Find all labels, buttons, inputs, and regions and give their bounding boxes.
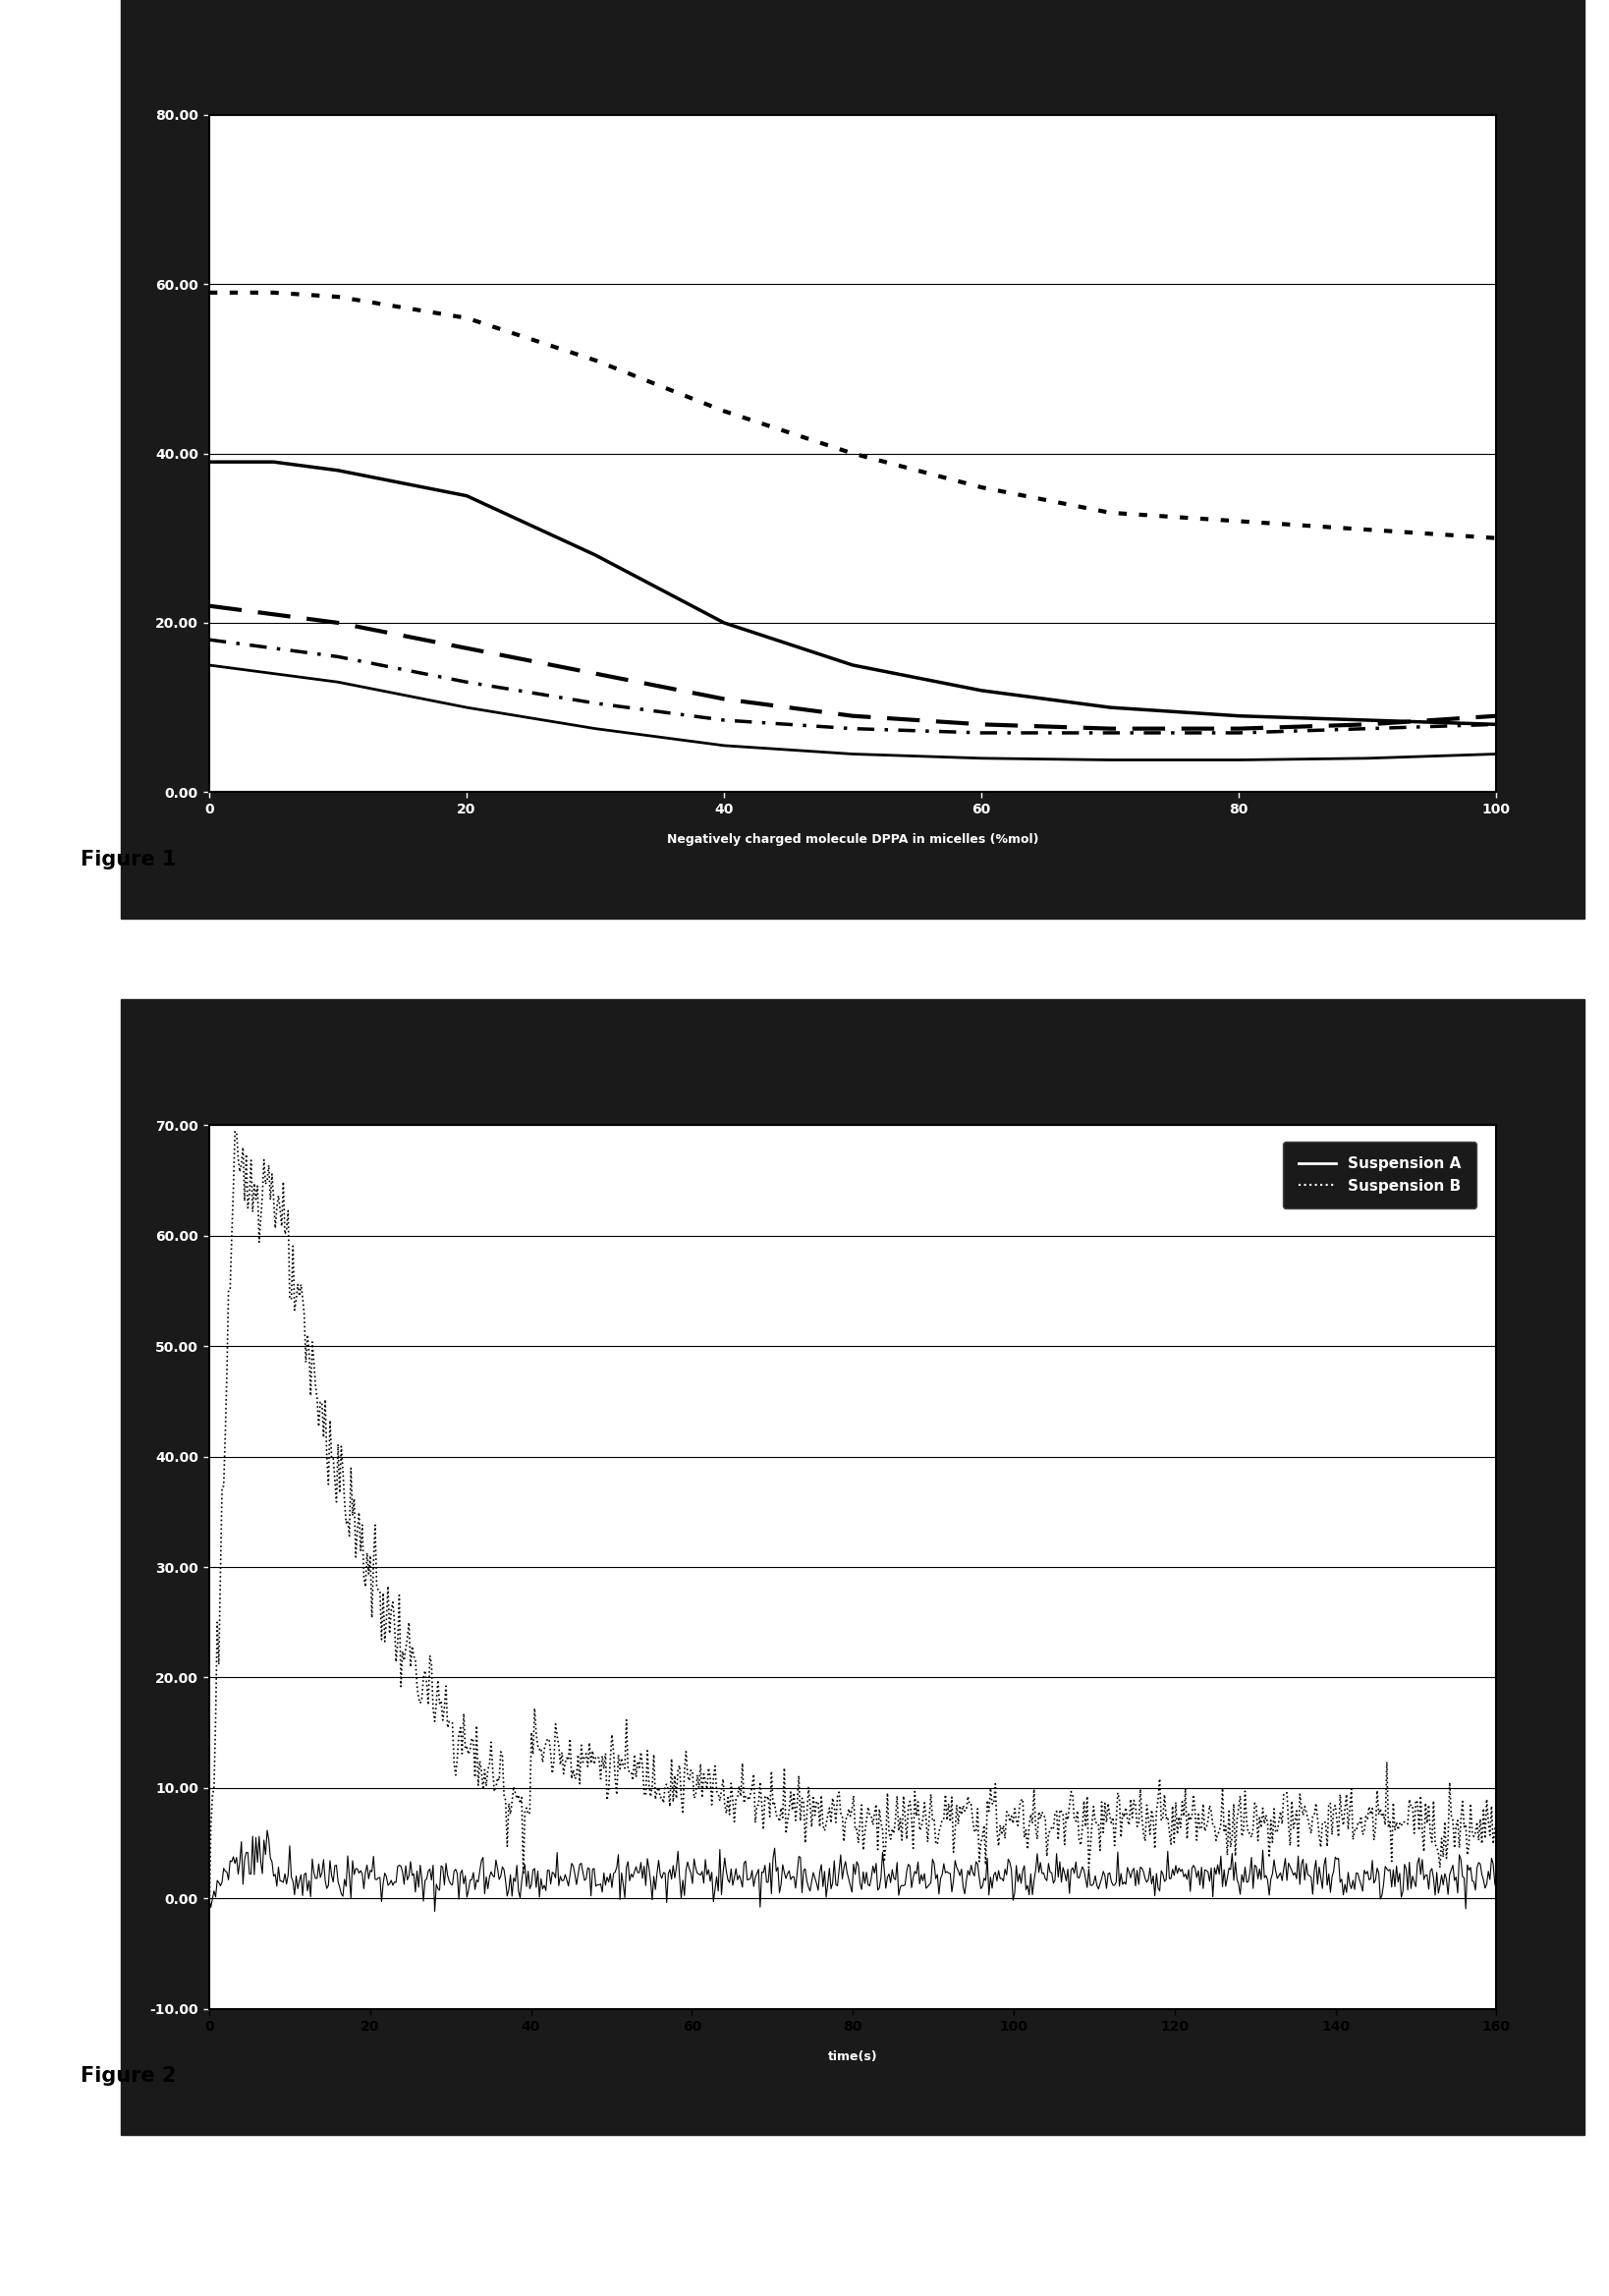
Text: Figure 1: Figure 1 [80, 850, 177, 870]
Y-axis label: Mean pixels intensity: Mean pixels intensity [79, 1502, 88, 1632]
X-axis label: Negatively charged molecule DPPA in micelles (%mol): Negatively charged molecule DPPA in mice… [666, 833, 1039, 845]
Text: Figure 2: Figure 2 [80, 2066, 177, 2087]
Legend: Suspension A, Suspension B: Suspension A, Suspension B [1282, 1141, 1475, 1208]
Y-axis label: Phospholipid molecules of micelles bound
at bubble surface (nmol/10¹¹μm): Phospholipid molecules of micelles bound… [79, 326, 100, 581]
X-axis label: time(s): time(s) [829, 2050, 877, 2062]
